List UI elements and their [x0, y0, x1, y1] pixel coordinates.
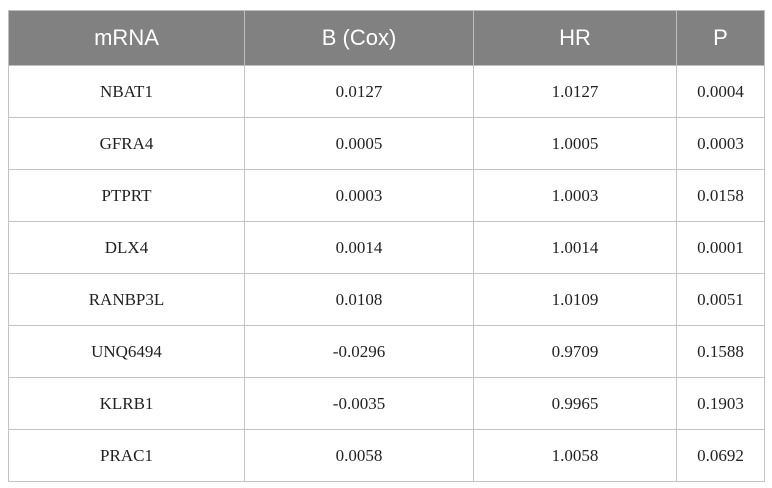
table-cell: DLX4: [8, 221, 245, 274]
table-cell: 0.0003: [244, 169, 474, 222]
table-cell: 0.9965: [473, 377, 677, 430]
table-cell: GFRA4: [8, 117, 245, 170]
table-cell: 1.0014: [473, 221, 677, 274]
table-row: RANBP3L 0.0108 1.0109 0.0051: [8, 273, 765, 326]
table-cell: 0.0003: [676, 117, 765, 170]
table-row: PTPRT 0.0003 1.0003 0.0158: [8, 169, 765, 222]
data-table: mRNA B (Cox) HR P NBAT1 0.0127 1.0127 0.0004 GF…: [8, 10, 765, 482]
table-cell: -0.0035: [244, 377, 474, 430]
table-cell: 0.0692: [676, 429, 765, 482]
table-cell: 0.0158: [676, 169, 765, 222]
table-cell: PTPRT: [8, 169, 245, 222]
table-cell: RANBP3L: [8, 273, 245, 326]
table-cell: -0.0296: [244, 325, 474, 378]
table-cell: 1.0058: [473, 429, 677, 482]
table-cell: PRAC1: [8, 429, 245, 482]
table-row: UNQ6494 -0.0296 0.9709 0.1588: [8, 325, 765, 378]
table-cell: 0.0005: [244, 117, 474, 170]
table-cell: NBAT1: [8, 65, 245, 118]
table-row: PRAC1 0.0058 1.0058 0.0692: [8, 429, 765, 482]
table-row: DLX4 0.0014 1.0014 0.0001: [8, 221, 765, 274]
table-header: mRNA B (Cox) HR P: [8, 10, 765, 66]
table-cell: 0.1903: [676, 377, 765, 430]
table-cell: 0.1588: [676, 325, 765, 378]
table-cell: 0.0004: [676, 65, 765, 118]
table-cell: 0.0108: [244, 273, 474, 326]
table-body: NBAT1 0.0127 1.0127 0.0004 GFRA4 0.0005 1.0005…: [8, 65, 765, 482]
table-cell: 0.0058: [244, 429, 474, 482]
table-row: GFRA4 0.0005 1.0005 0.0003: [8, 117, 765, 170]
table-cell: 0.0014: [244, 221, 474, 274]
column-header: mRNA: [8, 10, 245, 66]
column-header: B (Cox): [244, 10, 474, 66]
column-header: HR: [473, 10, 677, 66]
table-cell: 1.0109: [473, 273, 677, 326]
table-cell: 0.0001: [676, 221, 765, 274]
table-cell: 0.0051: [676, 273, 765, 326]
column-header: P: [676, 10, 765, 66]
table-cell: UNQ6494: [8, 325, 245, 378]
table-cell: 1.0003: [473, 169, 677, 222]
table-row: KLRB1 -0.0035 0.9965 0.1903: [8, 377, 765, 430]
table-cell: 0.0127: [244, 65, 474, 118]
table-row: NBAT1 0.0127 1.0127 0.0004: [8, 65, 765, 118]
table-cell: 1.0005: [473, 117, 677, 170]
table-cell: KLRB1: [8, 377, 245, 430]
table-cell: 0.9709: [473, 325, 677, 378]
header-row: mRNA B (Cox) HR P: [8, 10, 765, 66]
table-cell: 1.0127: [473, 65, 677, 118]
